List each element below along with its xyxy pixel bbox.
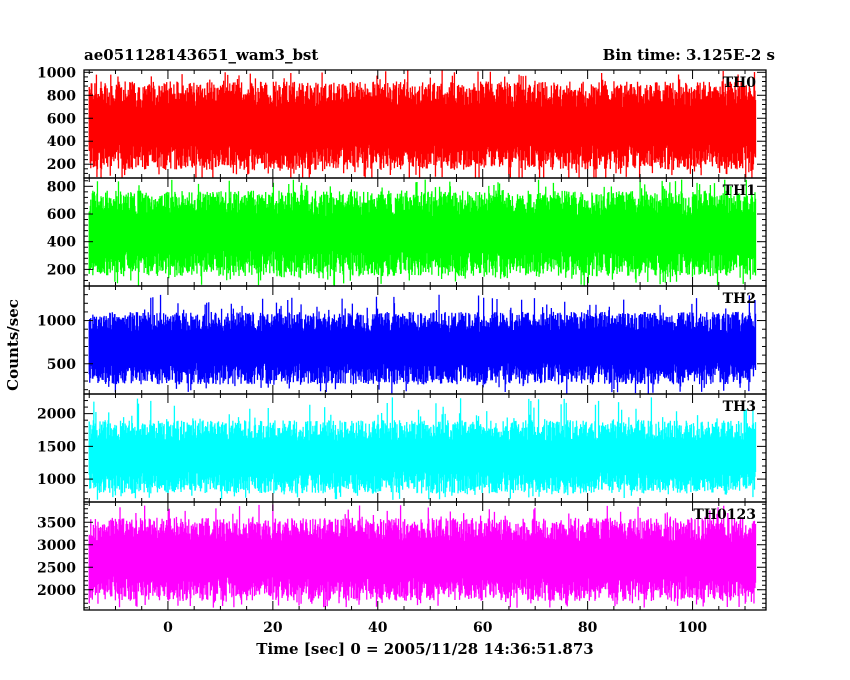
y-tick-label: 400	[47, 235, 76, 251]
panel-th1: 200 400 600 800 TH1	[47, 177, 767, 287]
y-tick-label: 400	[47, 134, 76, 150]
y-tick-label: 200	[47, 262, 76, 278]
panel-label: TH0123	[693, 507, 756, 523]
x-tick-label: 100	[678, 620, 707, 636]
y-tick-label: 2500	[37, 560, 76, 576]
x-tick-label: 80	[578, 620, 598, 636]
panel-frame	[83, 501, 767, 611]
series-th2	[88, 294, 757, 394]
x-axis-label: Time [sec] 0 = 2005/11/28 14:36:51.873	[256, 640, 593, 658]
x-tick-label: 40	[368, 620, 388, 636]
x-tick-label: 20	[263, 620, 283, 636]
y-tick-label: 2000	[37, 583, 76, 599]
panel-th0123: 2000 2500 3000 3500 TH0123	[37, 501, 767, 611]
y-tick-label: 3000	[37, 538, 76, 554]
y-axis-label: Counts/sec	[4, 299, 22, 391]
x-tick-label: 0	[163, 620, 173, 636]
panel-label: TH3	[723, 399, 756, 415]
y-tick-label: 600	[47, 207, 76, 223]
y-tick-label: 1000	[37, 472, 76, 488]
y-tick-label: 600	[47, 111, 76, 127]
panel-label: TH0	[723, 75, 757, 91]
y-tick-label: 1000	[37, 65, 76, 81]
series-th0123	[88, 504, 757, 608]
y-tick-label: 800	[47, 88, 76, 104]
x-tick-label: 60	[473, 620, 493, 636]
y-tick-label: 800	[47, 179, 76, 195]
y-tick-label: 3500	[37, 515, 76, 531]
series-th0	[88, 70, 757, 178]
y-tick-label: 1500	[37, 439, 76, 455]
chart-title: ae051128143651_wam3_bst	[84, 46, 318, 64]
y-tick-label: 200	[47, 157, 76, 173]
chart-subtitle: Bin time: 3.125E-2 s	[603, 46, 775, 64]
panel-th0: 200 400 600 800 1000 TH0	[37, 65, 767, 179]
y-tick-label: 500	[47, 357, 76, 373]
series-th3	[88, 397, 757, 500]
panel-th3: 1000 1500 2000 TH3	[37, 393, 767, 503]
panel-th2: 500 1000 TH2	[37, 285, 767, 395]
y-tick-label: 1000	[37, 314, 76, 330]
panel-label: TH1	[723, 183, 756, 199]
panel-label: TH2	[723, 291, 756, 307]
y-tick-label: 2000	[37, 407, 76, 423]
series-th1	[88, 179, 757, 286]
